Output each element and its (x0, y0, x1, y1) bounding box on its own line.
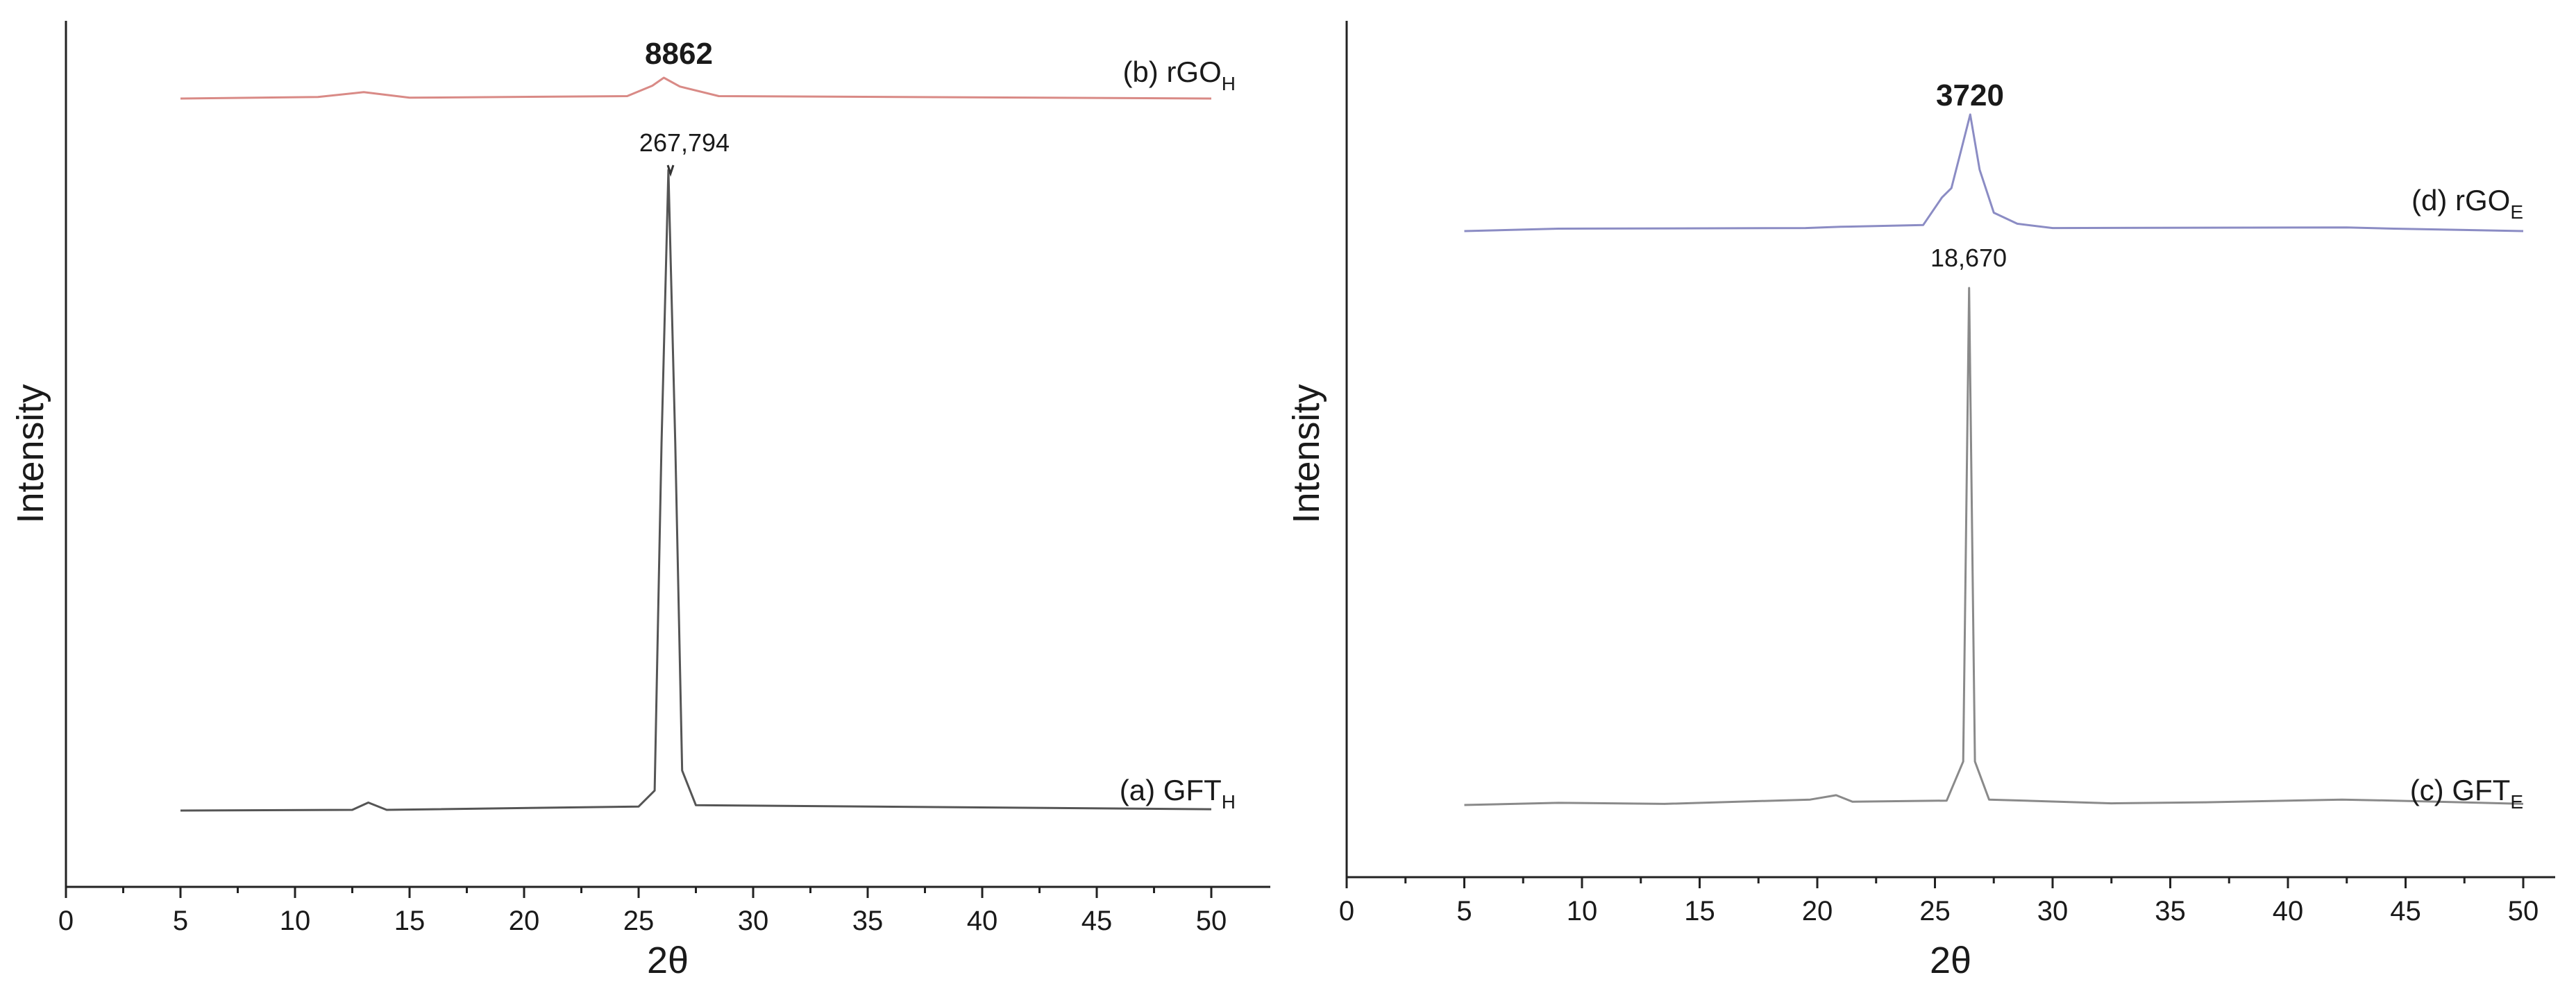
x-tick-label: 20 (1802, 896, 1833, 926)
x-tick-label: 35 (852, 906, 884, 936)
left-chart-panel: 0 5 10 15 20 25 30 35 40 45 50 2θ Intensity (b) rG… (10, 21, 1270, 981)
series-label-b-name: (b) rGO (1122, 56, 1221, 88)
series-label-c-subscript: E (2510, 791, 2523, 813)
x-tick-label: 5 (1456, 896, 1472, 926)
x-tick-label: 25 (1919, 896, 1951, 926)
annotation-18670: 18,670 (1930, 244, 2007, 272)
left-x-axis-title: 2θ (647, 940, 689, 981)
series-line-a-gft-h (180, 169, 1212, 812)
series-label-c-name: (c) GFT (2410, 774, 2511, 806)
series-label-a-gft-h: (a) GFTH (1120, 774, 1236, 813)
series-line-d-rgo-e (1464, 113, 2524, 232)
x-tick-label: 0 (58, 906, 74, 936)
peak-marker-a (666, 164, 675, 177)
series-label-d-rgo-e: (d) rGOE (2411, 184, 2523, 223)
x-tick-label: 45 (1081, 906, 1113, 936)
x-tick-label: 15 (394, 906, 426, 936)
x-tick-label: 5 (173, 906, 188, 936)
x-tick-label: 30 (2037, 896, 2069, 926)
right-x-tick-marks (1345, 877, 2525, 888)
series-line-c-gft-e (1464, 287, 2524, 806)
x-tick-label: 45 (2390, 896, 2421, 926)
x-tick-label: 50 (2508, 896, 2539, 926)
right-x-tick-labels: 0 5 10 15 20 25 30 35 40 45 50 (1339, 896, 2539, 926)
x-tick-label: 40 (2273, 896, 2304, 926)
right-y-axis-title: Intensity (1286, 384, 1327, 523)
series-label-a-name: (a) GFT (1120, 774, 1222, 806)
series-line-b-rgo-h (180, 76, 1212, 100)
annotation-3720: 3720 (1936, 78, 2004, 112)
x-tick-label: 15 (1684, 896, 1715, 926)
series-label-b-subscript: H (1222, 73, 1236, 94)
series-label-d-subscript: E (2510, 201, 2523, 223)
x-tick-label: 50 (1196, 906, 1227, 936)
x-tick-label: 40 (967, 906, 998, 936)
right-chart-panel: 0 5 10 15 20 25 30 35 40 45 50 2θ Intensity (d) rG… (1286, 21, 2555, 981)
left-x-tick-labels: 0 5 10 15 20 25 30 35 40 45 50 (58, 906, 1227, 936)
left-x-tick-marks (65, 887, 1213, 898)
series-label-b-rgo-h: (b) rGOH (1122, 56, 1236, 94)
series-label-a-subscript: H (1222, 791, 1236, 813)
series-label-d-name: (d) rGO (2411, 184, 2510, 217)
annotation-267794: 267,794 (639, 128, 730, 157)
x-tick-label: 20 (509, 906, 540, 936)
x-tick-label: 25 (623, 906, 655, 936)
x-tick-label: 30 (738, 906, 769, 936)
x-tick-label: 10 (280, 906, 311, 936)
x-tick-label: 35 (2155, 896, 2186, 926)
annotation-8862: 8862 (645, 37, 713, 71)
left-y-axis-title: Intensity (10, 384, 51, 523)
x-tick-label: 10 (1567, 896, 1598, 926)
right-x-axis-title: 2θ (1930, 940, 1971, 981)
series-label-c-gft-e: (c) GFTE (2410, 774, 2523, 813)
x-tick-label: 0 (1339, 896, 1354, 926)
